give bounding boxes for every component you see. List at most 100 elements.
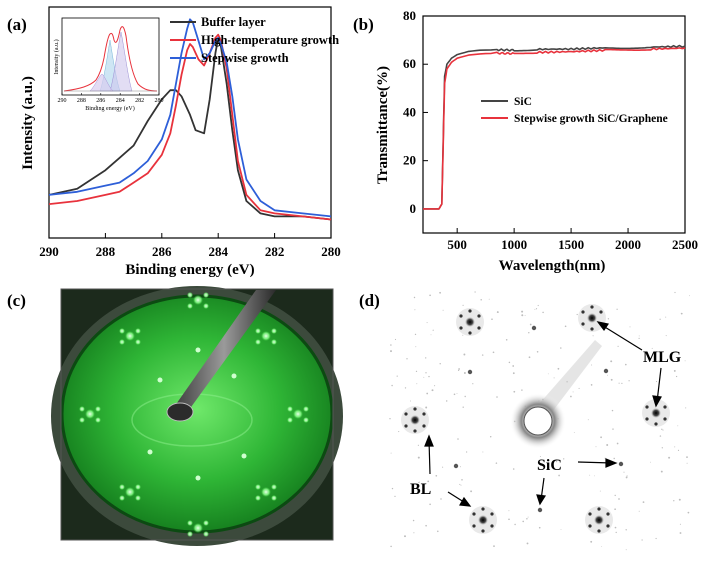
leed-green-spot xyxy=(271,339,277,345)
speckle-dot xyxy=(489,435,492,438)
plot-b-xlabel: Wavelength(nm) xyxy=(499,258,606,274)
speckle-dot xyxy=(463,353,466,356)
speckle-dot xyxy=(457,369,460,372)
speckle-dot xyxy=(521,314,524,317)
speckle-dot xyxy=(651,347,653,349)
speckle-dot xyxy=(578,387,580,389)
speckle-dot xyxy=(470,490,473,493)
speckle-dot xyxy=(673,500,675,502)
leed-green-spot xyxy=(125,487,135,497)
plot-a-xlabel: Binding energy (eV) xyxy=(125,262,254,278)
speckle-dot xyxy=(432,329,434,331)
plot-a-xtick-label: 290 xyxy=(39,244,59,259)
speckle-dot xyxy=(617,345,619,347)
speckle-dot xyxy=(595,446,597,448)
arrow-bl-1-head xyxy=(424,434,434,447)
speckle-dot xyxy=(536,351,539,353)
speckle-dot xyxy=(528,332,530,334)
speckle-dot xyxy=(625,529,627,531)
speckle-dot xyxy=(674,446,676,448)
speckle-dot xyxy=(570,395,572,398)
speckle-dot xyxy=(521,389,523,391)
inset-xtick-label: 284 xyxy=(116,98,125,104)
leed-green-spot xyxy=(85,409,95,419)
speckle-dot xyxy=(527,516,529,518)
speckle-dot xyxy=(427,480,430,483)
leed-green-spot xyxy=(287,417,293,423)
speckle-dot xyxy=(686,456,688,458)
speckle-dot xyxy=(461,479,463,481)
speckle-dot xyxy=(524,314,526,316)
leed-green-spot xyxy=(135,484,141,490)
speckle-dot xyxy=(560,529,562,530)
speckle-dot xyxy=(528,356,531,359)
speckle-dot xyxy=(437,530,439,533)
speckle-dot xyxy=(404,387,407,389)
speckle-dot xyxy=(425,372,427,374)
speckle-dot xyxy=(414,309,416,311)
speckle-dot xyxy=(410,400,412,402)
speckle-dot xyxy=(614,508,616,511)
satellite-spot xyxy=(468,331,472,335)
speckle-dot xyxy=(425,406,428,409)
plot-b-ytick-label: 40 xyxy=(403,104,416,119)
speckle-dot xyxy=(638,335,640,337)
speckle-dot xyxy=(537,304,539,307)
satellite-spot xyxy=(663,417,667,421)
speckle-dot xyxy=(390,452,392,454)
inset-xtick-label: 290 xyxy=(58,98,67,104)
leed-green-spot xyxy=(193,295,203,305)
speckle-dot xyxy=(600,436,602,439)
speckle-dot xyxy=(665,316,667,318)
speckle-dot xyxy=(677,449,680,451)
sic-spot xyxy=(467,369,473,375)
leed-green-spot xyxy=(193,523,203,533)
plot-b-xtick-label: 1000 xyxy=(501,237,527,252)
plot-b-xtick-label: 2000 xyxy=(615,237,641,252)
speckle-dot xyxy=(607,374,608,376)
speckle-dot xyxy=(689,295,691,297)
leed-green-spot xyxy=(203,303,209,309)
speckle-dot xyxy=(398,431,400,433)
inset-xtick-label: 282 xyxy=(135,98,144,104)
speckle-dot xyxy=(442,309,444,311)
mlg-spot xyxy=(465,317,475,327)
speckle-dot xyxy=(514,523,516,526)
speckle-dot xyxy=(394,495,396,498)
leed-green-spot xyxy=(119,339,125,345)
speckle-dot xyxy=(423,376,425,378)
speckle-dot xyxy=(414,333,417,336)
speckle-dot xyxy=(655,537,657,540)
plot-a-xtick-label: 284 xyxy=(208,244,228,259)
speckle-dot xyxy=(496,311,499,314)
plot-a-series-line-0 xyxy=(49,36,331,221)
speckle-dot xyxy=(512,372,515,375)
speckle-dot xyxy=(390,545,392,548)
speckle-dot xyxy=(391,487,394,490)
leed-green-spot xyxy=(203,531,209,537)
speckle-dot xyxy=(616,442,619,445)
speckle-dot xyxy=(553,377,555,379)
panel-label-c: (c) xyxy=(7,291,26,310)
speckle-dot xyxy=(677,425,679,427)
inset-peak-3 xyxy=(89,73,114,92)
speckle-dot xyxy=(590,384,593,386)
speckle-dot xyxy=(429,294,431,297)
speckle-dot xyxy=(417,456,420,459)
satellite-spot xyxy=(645,405,649,409)
speckle-dot xyxy=(687,511,690,514)
speckle-dot xyxy=(665,335,667,337)
leed-green-spot xyxy=(241,453,247,459)
speckle-dot xyxy=(394,338,397,341)
speckle-dot xyxy=(526,542,529,545)
electron-gun-head xyxy=(166,402,194,422)
speckle-dot xyxy=(618,498,620,500)
plot-a-frame xyxy=(48,6,332,239)
speckle-dot xyxy=(614,494,616,497)
satellite-spot xyxy=(477,314,481,318)
speckle-dot xyxy=(616,308,618,310)
leed-green-spot xyxy=(255,339,261,345)
speckle-dot xyxy=(480,298,482,301)
speckle-dot xyxy=(453,393,456,396)
speckle-dot xyxy=(460,466,461,468)
